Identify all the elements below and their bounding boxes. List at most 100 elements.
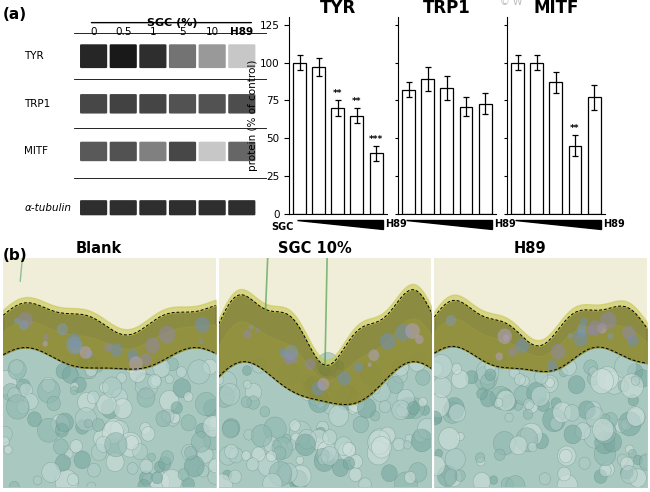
Circle shape xyxy=(590,369,614,394)
Circle shape xyxy=(317,421,328,434)
Circle shape xyxy=(62,366,78,383)
Circle shape xyxy=(480,391,496,407)
Circle shape xyxy=(593,418,614,441)
Circle shape xyxy=(600,311,617,330)
Circle shape xyxy=(573,330,588,346)
Circle shape xyxy=(547,360,558,372)
Bar xyxy=(370,154,383,214)
Text: TRP1: TRP1 xyxy=(25,99,51,109)
Circle shape xyxy=(203,430,222,450)
Circle shape xyxy=(185,456,204,477)
Bar xyxy=(512,62,525,214)
Text: 10: 10 xyxy=(205,27,218,37)
Circle shape xyxy=(347,394,365,412)
Circle shape xyxy=(409,462,427,482)
Circle shape xyxy=(474,366,497,391)
Circle shape xyxy=(162,409,174,423)
Circle shape xyxy=(55,455,71,471)
Circle shape xyxy=(561,359,577,376)
Circle shape xyxy=(38,418,60,442)
Circle shape xyxy=(229,470,241,484)
Circle shape xyxy=(621,466,637,484)
Circle shape xyxy=(274,446,286,460)
Circle shape xyxy=(269,461,292,486)
Circle shape xyxy=(74,451,90,469)
Circle shape xyxy=(243,380,251,389)
Circle shape xyxy=(367,441,389,465)
Text: **: ** xyxy=(570,124,580,133)
Circle shape xyxy=(316,427,326,438)
Circle shape xyxy=(1,437,9,446)
Circle shape xyxy=(106,453,124,472)
Circle shape xyxy=(151,472,162,484)
Circle shape xyxy=(298,430,317,449)
Circle shape xyxy=(395,324,411,341)
Circle shape xyxy=(247,396,259,409)
Text: H89: H89 xyxy=(514,242,546,256)
Circle shape xyxy=(104,342,112,352)
Circle shape xyxy=(23,394,38,409)
Circle shape xyxy=(110,421,129,440)
Circle shape xyxy=(568,376,585,394)
Circle shape xyxy=(321,446,339,465)
Circle shape xyxy=(584,425,605,448)
Circle shape xyxy=(540,473,551,485)
FancyBboxPatch shape xyxy=(110,94,136,114)
Circle shape xyxy=(246,458,259,471)
Bar xyxy=(588,97,601,214)
Circle shape xyxy=(155,461,165,473)
Circle shape xyxy=(127,349,138,362)
Circle shape xyxy=(79,359,88,369)
Circle shape xyxy=(208,469,222,484)
Circle shape xyxy=(129,364,146,382)
Circle shape xyxy=(560,449,572,463)
Text: α-tubulin: α-tubulin xyxy=(25,203,72,213)
Circle shape xyxy=(505,413,514,422)
Circle shape xyxy=(242,366,252,375)
Circle shape xyxy=(589,367,598,376)
Circle shape xyxy=(475,453,485,463)
Text: H89: H89 xyxy=(385,219,407,229)
Circle shape xyxy=(514,386,531,404)
Text: H89: H89 xyxy=(494,219,516,229)
Circle shape xyxy=(188,360,210,384)
Circle shape xyxy=(317,378,330,391)
Circle shape xyxy=(93,361,103,372)
Circle shape xyxy=(497,329,512,344)
Circle shape xyxy=(282,434,291,443)
Circle shape xyxy=(312,381,324,396)
Text: SGC (%): SGC (%) xyxy=(148,18,198,29)
Circle shape xyxy=(508,347,517,357)
Circle shape xyxy=(334,368,345,380)
Circle shape xyxy=(70,386,78,395)
Circle shape xyxy=(476,457,485,466)
Bar xyxy=(332,108,344,214)
Bar xyxy=(350,116,363,214)
Circle shape xyxy=(80,346,92,359)
Circle shape xyxy=(585,407,604,427)
Circle shape xyxy=(304,378,319,396)
Circle shape xyxy=(629,449,636,458)
Circle shape xyxy=(621,465,633,479)
Circle shape xyxy=(417,418,437,439)
Circle shape xyxy=(220,383,240,405)
Circle shape xyxy=(196,393,217,416)
Circle shape xyxy=(12,381,27,397)
Circle shape xyxy=(368,430,390,454)
Circle shape xyxy=(310,391,318,400)
Circle shape xyxy=(222,470,232,480)
Circle shape xyxy=(369,349,379,361)
Circle shape xyxy=(280,348,283,353)
Circle shape xyxy=(159,326,176,344)
Circle shape xyxy=(369,429,390,451)
Circle shape xyxy=(156,411,171,427)
Circle shape xyxy=(142,427,155,441)
Circle shape xyxy=(629,469,647,488)
Circle shape xyxy=(153,359,170,377)
Circle shape xyxy=(430,354,452,378)
Circle shape xyxy=(198,446,213,463)
Circle shape xyxy=(314,450,334,471)
Circle shape xyxy=(528,442,537,452)
Circle shape xyxy=(405,323,420,339)
Circle shape xyxy=(102,421,124,444)
